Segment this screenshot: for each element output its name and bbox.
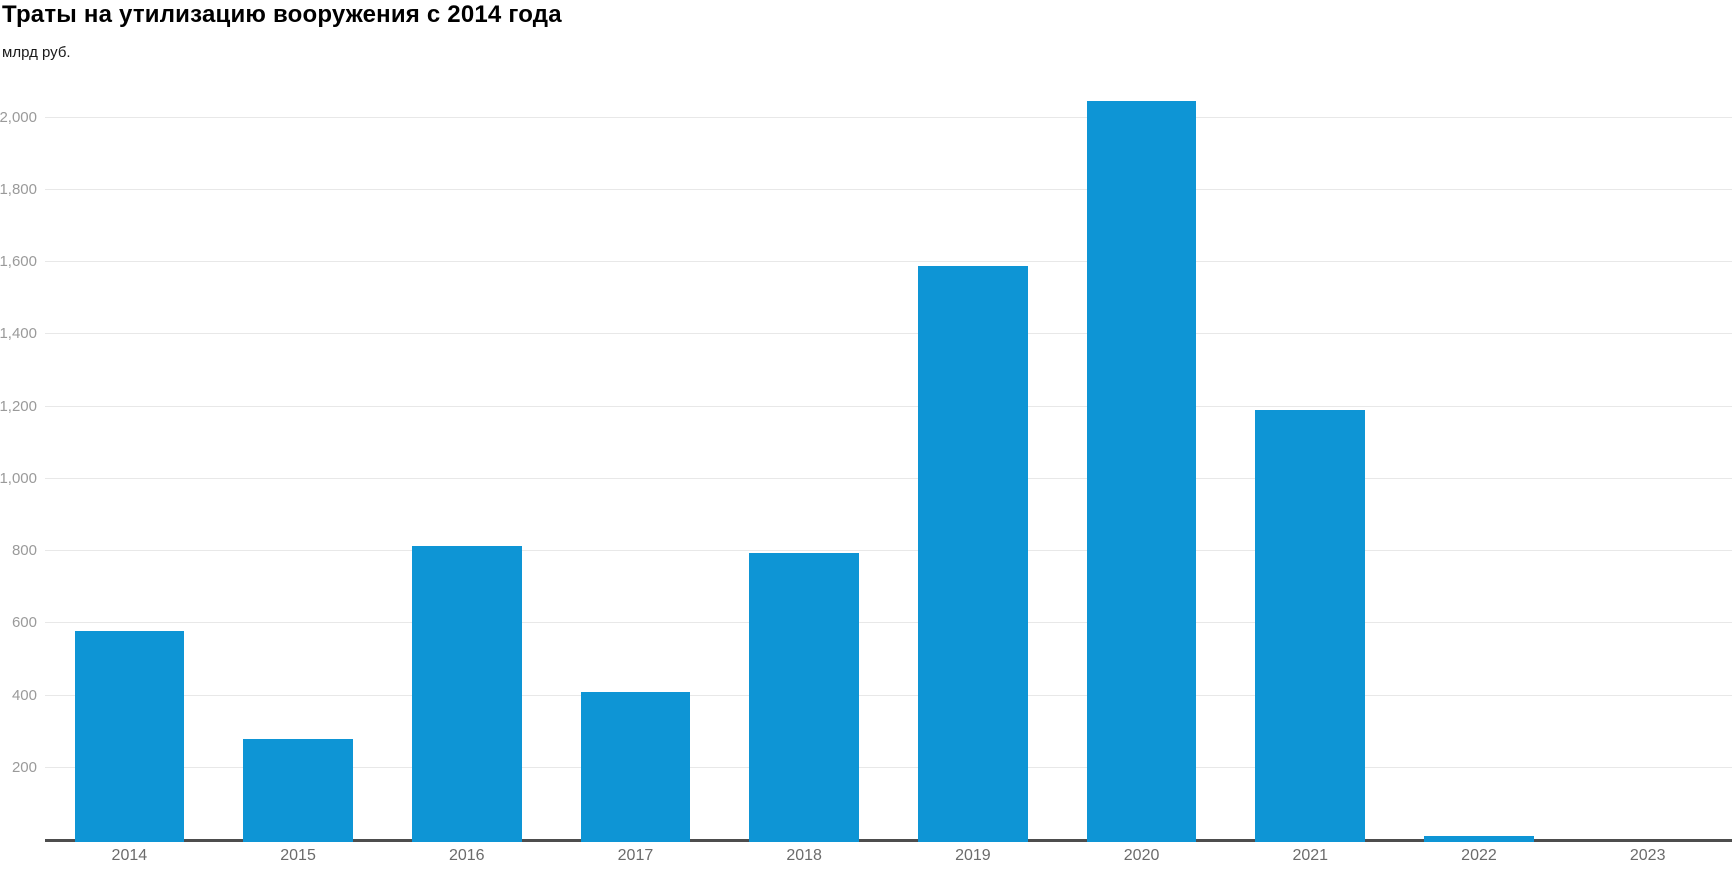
y-axis-label: 400 xyxy=(11,686,37,704)
x-axis-label: 2017 xyxy=(617,847,654,864)
gridline xyxy=(45,622,1732,624)
y-axis-label: 1,800 xyxy=(0,180,37,198)
y-axis-label: 1,600 xyxy=(0,253,37,271)
x-axis-label: 2015 xyxy=(280,847,316,864)
gridline xyxy=(45,550,1732,552)
bar-slot xyxy=(1226,78,1395,842)
y-axis-label: 200 xyxy=(11,758,37,776)
bar-2021[interactable] xyxy=(1255,410,1366,842)
y-axis-label: 1,400 xyxy=(0,325,37,343)
gridline xyxy=(45,116,1732,118)
y-axis-label: 800 xyxy=(11,542,37,560)
gridline xyxy=(45,261,1732,263)
bar-slot xyxy=(214,78,383,842)
x-axis-label: 2021 xyxy=(1292,847,1329,864)
bar-2014[interactable] xyxy=(74,630,185,842)
bar-slot xyxy=(45,78,214,842)
bar-2020[interactable] xyxy=(1086,101,1197,842)
bar-2019[interactable] xyxy=(918,265,1028,842)
y-axis-label: 600 xyxy=(11,614,37,632)
x-axis-label: 2016 xyxy=(448,847,485,864)
bar-slot xyxy=(551,78,720,842)
gridline xyxy=(45,333,1732,335)
bar-slot xyxy=(382,78,551,842)
x-axis-label: 2023 xyxy=(1629,847,1666,864)
bar-2018[interactable] xyxy=(749,552,859,842)
x-axis-label: 2018 xyxy=(786,847,822,864)
gridline xyxy=(45,694,1732,696)
gridline xyxy=(45,405,1732,407)
y-axis-label: 1,000 xyxy=(0,469,37,487)
bar-slot xyxy=(1057,78,1226,842)
chart-subtitle: млрд руб. xyxy=(2,44,71,61)
bar-slot xyxy=(1563,78,1732,842)
bars-layer xyxy=(45,78,1732,842)
x-axis-label: 2022 xyxy=(1461,847,1497,864)
gridline xyxy=(45,477,1732,479)
bar-2017[interactable] xyxy=(580,691,691,842)
x-axis-label: 2020 xyxy=(1123,847,1160,864)
x-axis-label: 2014 xyxy=(111,847,148,864)
x-axis-labels: 2014 2015 2016 2017 2018 2019 2020 2021 2022 2023 xyxy=(45,847,1732,865)
gridline xyxy=(45,766,1732,768)
bar-slot xyxy=(720,78,889,842)
x-axis-label: 2019 xyxy=(955,847,991,864)
chart-title: Траты на утилизацию вооружения с 2014 го… xyxy=(2,1,562,28)
bar-2015[interactable] xyxy=(243,738,353,842)
bar-slot xyxy=(889,78,1058,842)
bar-slot xyxy=(1395,78,1564,842)
y-axis-label: 2,000 xyxy=(0,108,37,126)
y-axis-label: 1,200 xyxy=(0,397,37,415)
x-axis-line xyxy=(45,839,1732,842)
bar-2016[interactable] xyxy=(411,545,522,842)
bar-2022[interactable] xyxy=(1424,836,1534,842)
gridline xyxy=(45,188,1732,190)
plot-area: 200 400 600 800 1,000 1,200 1,400 1,600 1,800 2,0… xyxy=(0,78,1732,864)
